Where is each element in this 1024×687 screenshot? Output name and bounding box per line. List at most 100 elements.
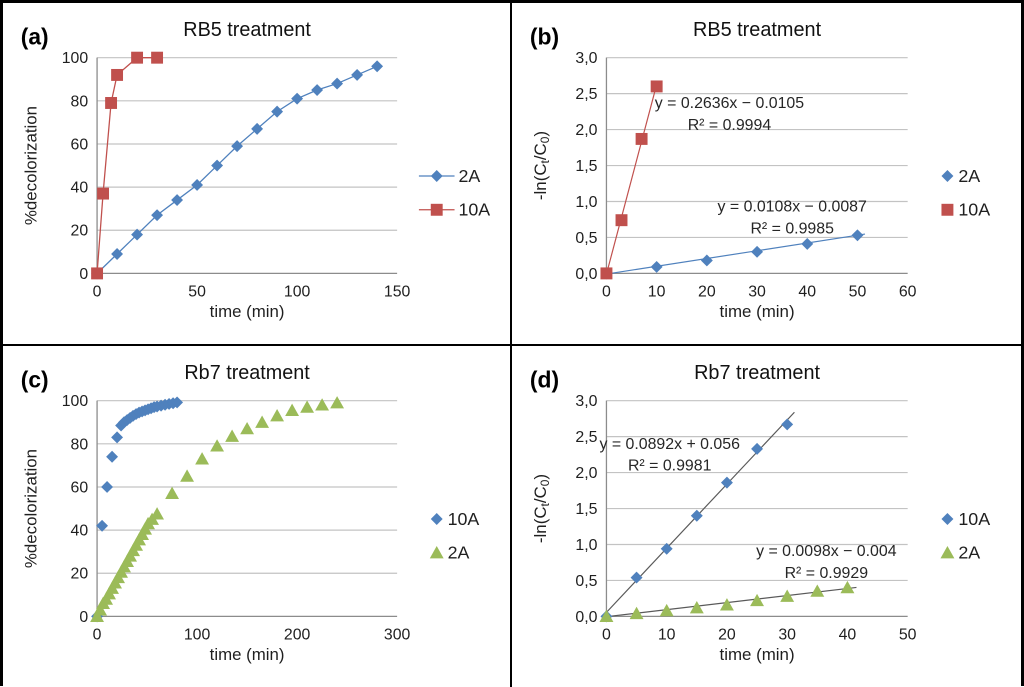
data-point-2A	[801, 237, 814, 250]
data-point-2A	[659, 603, 674, 617]
panel-a: 0 50 100 150 0 20 40 60 80 100 (a) RB5 treatment tim…	[3, 3, 512, 346]
data-point-2A	[629, 606, 644, 620]
legend-item: 10A	[418, 200, 491, 220]
y-tick-label: 40	[71, 523, 89, 540]
panel-label: (a)	[21, 24, 49, 50]
data-point-10A	[91, 267, 104, 280]
chart-title: Rb7 treatment	[694, 362, 820, 384]
legend-label: 2A	[459, 166, 481, 186]
y-tick-label: 2,0	[575, 122, 597, 139]
legend-item: 2A	[940, 543, 980, 563]
x-tick-label: 30	[778, 626, 796, 643]
legend-label: 10A	[958, 200, 990, 220]
equation-annotation: y = 0.0108x − 0.0087 R² = 0.9985	[718, 199, 867, 238]
panel-label: (d)	[530, 367, 559, 393]
y-tick-label: 3,0	[575, 50, 597, 67]
data-point-2A	[851, 229, 864, 242]
data-point-10A	[600, 267, 613, 280]
data-point-2A	[351, 68, 364, 81]
x-tick-label: 50	[899, 626, 917, 643]
y-tick-label: 0	[79, 609, 88, 626]
legend-marker-triangle	[940, 546, 955, 559]
y-axis-label: %decolorization	[22, 449, 41, 568]
data-point-2A	[300, 400, 315, 413]
data-point-10A	[781, 418, 794, 431]
data-point-2A	[315, 398, 330, 411]
y-tick-label: 1,5	[575, 501, 597, 518]
panel-c: 0 100 200 300 0 20 40 60 80 100 (c) Rb7 treatment ti…	[3, 345, 512, 687]
equation-annotation: y = 0.0098x − 0.004 R² = 0.9929	[756, 543, 897, 582]
y-tick-label: 80	[71, 93, 89, 110]
data-point-2A	[251, 122, 264, 135]
y-tick-label: 1,0	[575, 537, 597, 554]
panel-b: 0 10 20 30 40 50 60 0,0 0,5 1,0 1,5 2,0 2,5 3,0 (b) RB5…	[512, 3, 1021, 346]
legend-marker-diamond	[430, 512, 443, 525]
legend-label: 10A	[448, 509, 480, 529]
data-point-2A	[255, 415, 270, 428]
y-tick-label: 1,5	[575, 158, 597, 175]
series-line	[96, 57, 158, 274]
data-point-2A	[210, 439, 225, 452]
legend-label: 2A	[958, 166, 980, 186]
x-tick-label: 0	[602, 626, 611, 643]
data-point-2A	[719, 598, 734, 611]
legend-marker-triangle	[429, 546, 444, 559]
legend-item: 2A	[429, 543, 469, 563]
chart-title: RB5 treatment	[183, 19, 311, 41]
y-tick-label: 20	[71, 566, 89, 583]
data-point-10A	[101, 480, 114, 493]
legend-item: 2A	[418, 166, 481, 186]
x-tick-label: 150	[384, 283, 411, 300]
data-point-2A	[131, 228, 144, 241]
x-tick-label: 0	[602, 283, 611, 300]
x-tick-label: 300	[384, 626, 411, 643]
y-tick-label: 0,0	[575, 266, 597, 283]
x-tick-label: 100	[284, 283, 311, 300]
data-point-10A	[751, 442, 764, 455]
data-point-2A	[93, 603, 108, 616]
legend-label: 2A	[958, 543, 980, 563]
equation-annotation: y = 0.0892x + 0.056 R² = 0.9981	[599, 436, 740, 475]
y-tick-label: 100	[62, 50, 89, 67]
trendline	[605, 80, 659, 275]
y-axis-label: %decolorization	[22, 106, 41, 225]
data-point-2A	[810, 584, 825, 597]
y-tick-label: 1,0	[575, 194, 597, 211]
equation-annotation: y = 0.2636x − 0.0105 R² = 0.9994	[655, 95, 804, 134]
data-point-2A	[231, 140, 244, 153]
data-point-10A	[615, 214, 628, 227]
data-point-2A	[750, 593, 765, 607]
data-point-10A	[690, 509, 703, 522]
data-point-10A	[96, 519, 109, 532]
chart-d-svg: 0 10 20 30 40 50 0,0 0,5 1,0 1,5 2,0 2,5 3,0 (d) Rb7 t…	[530, 362, 990, 664]
data-point-10A	[650, 80, 663, 93]
legend-marker-square	[941, 203, 954, 216]
x-axis-label: time (min)	[210, 645, 285, 664]
y-tick-label: 100	[62, 393, 89, 410]
x-tick-label: 50	[849, 283, 867, 300]
legend-label: 10A	[459, 200, 491, 220]
data-point-2A	[780, 589, 795, 602]
x-axis-label: time (min)	[720, 302, 795, 321]
legend-item: 10A	[430, 509, 480, 529]
data-point-10A	[97, 187, 110, 200]
panel-d: 0 10 20 30 40 50 0,0 0,5 1,0 1,5 2,0 2,5 3,0 (d) Rb7 t…	[512, 345, 1021, 687]
data-point-10A	[720, 476, 733, 489]
data-point-2A	[151, 209, 164, 222]
legend-marker-square	[430, 203, 443, 216]
data-point-2A	[271, 105, 284, 118]
x-tick-label: 10	[658, 626, 676, 643]
data-point-2A	[599, 609, 614, 622]
y-tick-label: 0	[79, 266, 88, 283]
data-point-2A	[291, 92, 304, 105]
panel-label: (c)	[21, 367, 49, 393]
chart-c-svg: 0 100 200 300 0 20 40 60 80 100 (c) Rb7 treatment ti…	[21, 362, 480, 664]
legend-item: 10A	[941, 509, 990, 529]
data-point-2A	[311, 84, 324, 97]
y-tick-label: 0,5	[575, 573, 597, 590]
x-tick-label: 20	[718, 626, 736, 643]
y-tick-label: 3,0	[575, 393, 597, 410]
chart-title: Rb7 treatment	[184, 362, 310, 384]
data-point-2A	[700, 254, 713, 267]
